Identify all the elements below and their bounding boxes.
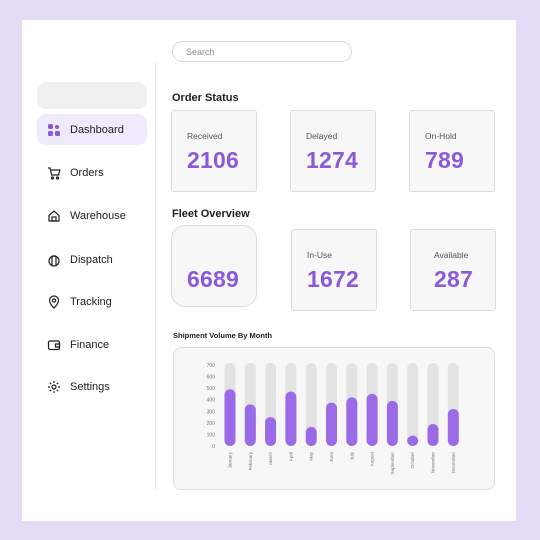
sidebar-item-label: Warehouse	[70, 209, 126, 222]
warehouse-icon	[47, 209, 61, 223]
x-tick-label: May	[309, 451, 314, 460]
stat-value: 789	[425, 147, 464, 173]
stat-value: 1672	[307, 266, 359, 292]
stat-card-received: Received 2106	[171, 110, 257, 192]
bar	[447, 408, 459, 446]
stat-label: Available	[434, 250, 469, 260]
y-tick-label: 200	[207, 421, 216, 427]
dispatch-icon	[47, 253, 61, 267]
sidebar-item-tracking[interactable]: Tracking	[37, 286, 147, 317]
fleet-overview-title: Fleet Overview	[172, 208, 250, 220]
bar	[427, 424, 439, 446]
stat-value: 2106	[187, 147, 239, 173]
x-tick-label: April	[288, 452, 293, 461]
sidebar-item-dispatch[interactable]: Dispatch	[37, 244, 147, 275]
y-tick-label: 500	[207, 386, 216, 392]
x-tick-label: November	[431, 452, 436, 474]
bar	[265, 417, 277, 446]
bar	[244, 404, 256, 446]
bar-track	[305, 363, 317, 446]
x-tick-label: July	[349, 451, 354, 460]
stat-card-on-hold: On-Hold 789	[409, 110, 495, 192]
wallet-icon	[47, 338, 61, 352]
sidebar-divider	[155, 62, 156, 490]
bar	[224, 389, 236, 446]
stat-label: On-Hold	[425, 131, 457, 141]
location-pin-icon	[47, 294, 61, 309]
shipment-volume-chart: 0 100 200 300 400 500 600 700 January February Mar…	[173, 347, 495, 490]
bar	[305, 426, 317, 446]
cart-icon	[47, 166, 61, 180]
stat-card-fleet-total: 6689	[171, 225, 257, 307]
bar	[386, 400, 398, 446]
x-tick-label: August	[370, 451, 375, 466]
stat-label: Delayed	[306, 131, 338, 141]
y-tick-label: 300	[207, 409, 216, 415]
stat-card-available: Available 287	[410, 229, 496, 311]
x-tick-label: January	[228, 451, 233, 468]
sidebar-item-label: Dispatch	[70, 253, 113, 266]
bar	[346, 397, 358, 446]
x-tick-label: September	[390, 452, 395, 475]
y-tick-label: 400	[207, 398, 216, 404]
sidebar-item-warehouse[interactable]: Warehouse	[37, 200, 147, 231]
bar-track	[407, 363, 419, 446]
stat-label: Received	[187, 131, 223, 141]
dashboard-icon	[47, 123, 61, 137]
stat-card-delayed: Delayed 1274	[290, 110, 376, 192]
search-input[interactable]: Search	[172, 41, 352, 62]
stat-label: In-Use	[307, 250, 333, 260]
search-placeholder: Search	[186, 46, 215, 57]
x-tick-label: March	[268, 452, 273, 465]
x-tick-label: December	[451, 452, 456, 474]
x-tick-label: February	[248, 451, 253, 470]
sidebar-item-label: Dashboard	[70, 123, 124, 136]
stat-value: 287	[434, 266, 473, 292]
stat-value: 1274	[306, 147, 358, 173]
logo-placeholder	[37, 82, 147, 109]
order-status-title: Order Status	[172, 92, 239, 104]
y-tick-label: 0	[212, 444, 215, 450]
gear-icon	[47, 380, 61, 394]
chart-title: Shipment Volume By Month	[173, 331, 273, 340]
bar	[366, 393, 378, 446]
bar	[285, 391, 297, 446]
y-tick-label: 600	[207, 375, 216, 381]
sidebar-item-label: Tracking	[70, 295, 112, 308]
stat-value: 6689	[187, 266, 239, 292]
bar	[326, 402, 337, 446]
sidebar-item-orders[interactable]: Orders	[37, 157, 147, 188]
x-tick-label: June	[329, 452, 334, 462]
bar	[407, 435, 419, 446]
sidebar-item-label: Settings	[70, 380, 110, 393]
app-frame: Search Dashboard Orders Warehouse Dispat…	[22, 20, 516, 521]
sidebar-item-finance[interactable]: Finance	[37, 329, 147, 360]
y-tick-label: 100	[207, 432, 216, 438]
y-tick-label: 700	[207, 363, 216, 369]
sidebar-item-settings[interactable]: Settings	[37, 371, 147, 402]
sidebar-item-label: Finance	[70, 338, 110, 351]
stat-card-in-use: In-Use 1672	[291, 229, 377, 311]
sidebar-item-label: Orders	[70, 166, 104, 179]
chart-canvas: 0 100 200 300 400 500 600 700 January February Mar…	[207, 363, 459, 475]
sidebar-item-dashboard[interactable]: Dashboard	[37, 114, 147, 145]
x-tick-label: October	[410, 452, 415, 469]
